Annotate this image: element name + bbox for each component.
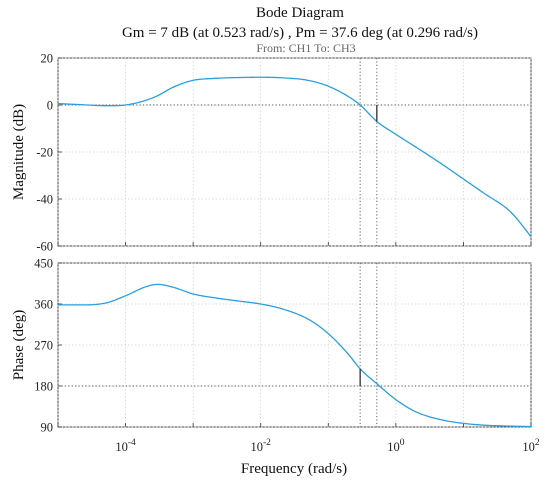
x-tick-label: 100 — [387, 438, 405, 454]
magnitude-ylabel: Magnitude (dB) — [11, 104, 27, 200]
phase-ytick-label: 90 — [41, 421, 54, 435]
x-tick-labels: 10-4 10-2 100 102 — [115, 438, 540, 454]
phase-ytick-label: 270 — [34, 339, 53, 353]
x-tick-label: 10-4 — [115, 438, 136, 454]
x-tick-base: 10 — [251, 440, 264, 454]
phase-curve — [58, 283, 532, 428]
x-tick-exponent: 2 — [535, 438, 540, 448]
phase-ylabel: Phase (deg) — [11, 310, 27, 380]
phase-y-ticks: 450 360 270 180 90 — [34, 257, 53, 435]
phase-reference-lines — [58, 263, 531, 427]
magnitude-ytick-label: -20 — [36, 146, 53, 160]
x-tick-exponent: -2 — [263, 438, 271, 448]
x-tick-base: 10 — [387, 440, 400, 454]
magnitude-y-ticks: 20 0 -20 -40 -60 — [36, 52, 53, 254]
phase-ytick-label: 450 — [34, 257, 53, 271]
phase-grid — [57, 262, 532, 428]
magnitude-ytick-label: -60 — [36, 240, 53, 254]
chart-subtitle: Gm = 7 dB (at 0.523 rad/s) , Pm = 37.6 d… — [122, 25, 478, 41]
x-tick-exponent: 0 — [400, 438, 405, 448]
magnitude-ytick-label: 20 — [41, 52, 54, 66]
magnitude-curve — [57, 76, 532, 238]
magnitude-ytick-label: -40 — [36, 193, 53, 207]
x-tick-exponent: -4 — [128, 438, 136, 448]
x-tick-base: 10 — [115, 440, 128, 454]
magnitude-ytick-label: 0 — [47, 99, 53, 113]
x-axis-label: Frequency (rad/s) — [241, 461, 347, 477]
io-label: From: CH1 To: CH3 — [256, 41, 355, 55]
x-tick-base: 10 — [522, 440, 535, 454]
x-tick-label: 10-2 — [251, 438, 272, 454]
magnitude-panel: 20 0 -20 -40 -60 Magnitude (dB) — [11, 52, 532, 254]
phase-panel: 450 360 270 180 90 Phase (deg) — [11, 257, 532, 435]
phase-ytick-label: 360 — [34, 298, 53, 312]
phase-ytick-label: 180 — [34, 380, 53, 394]
magnitude-plot-frame — [57, 57, 532, 247]
x-tick-label: 102 — [522, 438, 540, 454]
magnitude-reference-lines — [58, 58, 531, 246]
chart-title: Bode Diagram — [256, 5, 344, 21]
